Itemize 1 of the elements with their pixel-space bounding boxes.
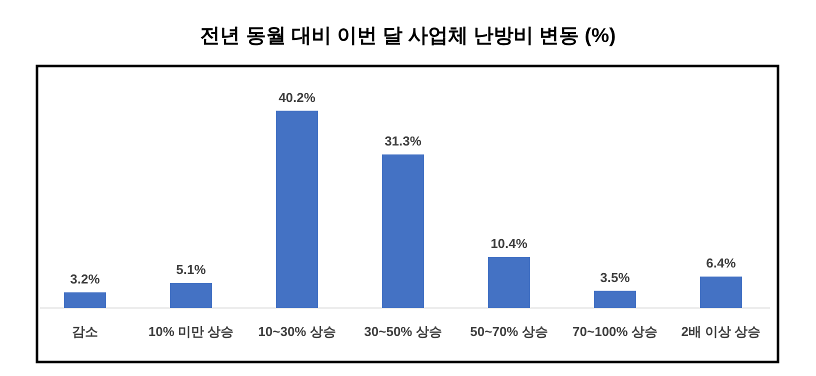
title: 전년 동월 대비 이번 달 사업체 난방비 변동 (%): [200, 25, 616, 47]
